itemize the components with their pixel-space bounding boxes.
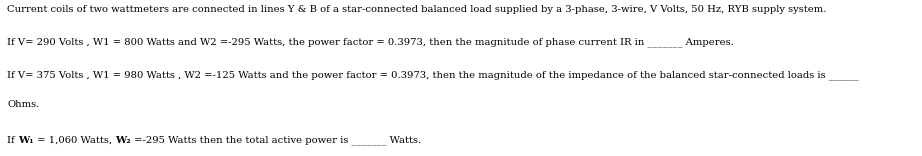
Text: Current coils of two wattmeters are connected in lines Y & B of a star-connected: Current coils of two wattmeters are conn… <box>7 5 827 14</box>
Text: = 1,060 Watts,: = 1,060 Watts, <box>34 136 115 145</box>
Text: Ohms.: Ohms. <box>7 100 40 109</box>
Text: =-295 Watts then the total active power is _______ Watts.: =-295 Watts then the total active power … <box>131 136 421 145</box>
Text: If V= 290 Volts , W1 = 800 Watts and W2 =-295 Watts, the power factor = 0.3973, : If V= 290 Volts , W1 = 800 Watts and W2 … <box>7 37 734 47</box>
Text: W₂: W₂ <box>115 136 131 145</box>
Text: If: If <box>7 136 18 145</box>
Text: W₁: W₁ <box>18 136 34 145</box>
Text: If V= 375 Volts , W1 = 980 Watts , W2 =-125 Watts and the power factor = 0.3973,: If V= 375 Volts , W1 = 980 Watts , W2 =-… <box>7 70 859 80</box>
